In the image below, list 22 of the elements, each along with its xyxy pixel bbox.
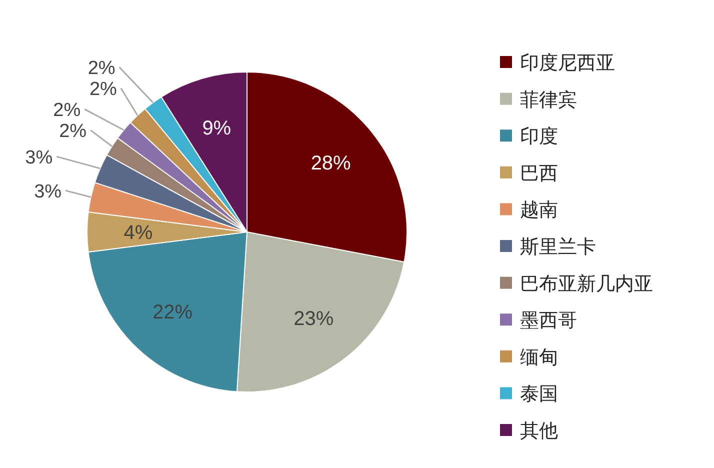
legend-label: 菲律宾 [520, 88, 577, 111]
data-label: 9% [202, 118, 232, 140]
legend-label: 巴布亚新几内亚 [520, 272, 653, 295]
legend-label: 印度尼西亚 [520, 52, 615, 74]
legend-label: 巴西 [520, 163, 558, 184]
data-label: 2% [53, 100, 81, 122]
data-label: 2% [88, 58, 116, 80]
data-label: 22% [152, 301, 193, 324]
legend-label: 泰国 [520, 384, 558, 406]
legend-label: 其他 [520, 421, 558, 442]
legend-label: 墨西哥 [520, 310, 577, 332]
data-label: 28% [310, 152, 352, 175]
data-label: 4% [124, 222, 153, 244]
data-label: 2% [89, 79, 118, 100]
legend-label: 斯里兰卡 [520, 237, 596, 258]
data-label: 3% [25, 148, 53, 169]
legend-label: 缅甸 [520, 347, 558, 368]
data-label: 2% [59, 121, 87, 142]
data-label: 23% [294, 308, 334, 330]
legend-label: 越南 [520, 200, 558, 222]
legend-label: 印度 [520, 126, 558, 148]
data-label: 3% [34, 182, 62, 203]
